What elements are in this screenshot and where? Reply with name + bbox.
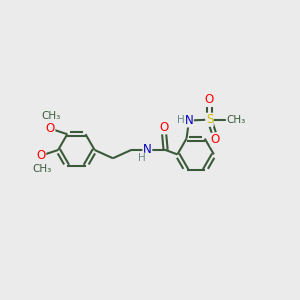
Text: N: N [143, 143, 152, 157]
Text: O: O [205, 93, 214, 106]
Text: N: N [184, 114, 193, 127]
Text: O: O [46, 122, 55, 135]
Text: O: O [160, 121, 169, 134]
Text: H: H [138, 153, 146, 163]
Text: CH₃: CH₃ [226, 115, 246, 125]
Text: S: S [206, 113, 213, 126]
Text: O: O [211, 133, 220, 146]
Text: CH₃: CH₃ [32, 164, 52, 173]
Text: CH₃: CH₃ [41, 111, 61, 121]
Text: O: O [36, 149, 46, 162]
Text: H: H [177, 115, 185, 125]
